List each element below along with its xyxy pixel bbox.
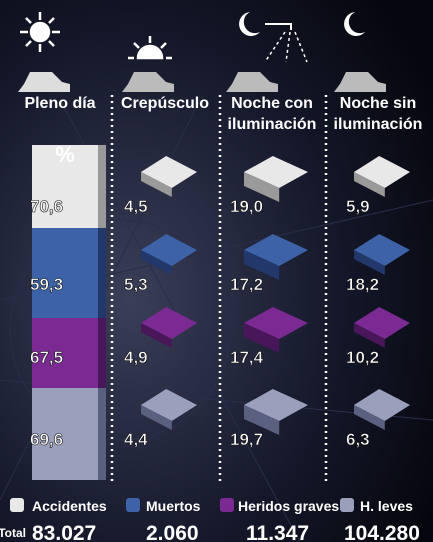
column-header: Crepúsculo xyxy=(121,95,209,112)
cell-value: 4,9 xyxy=(124,348,148,367)
cell-value: 59,3 xyxy=(30,275,63,294)
legend-swatch xyxy=(340,498,354,512)
stack-block-side xyxy=(98,318,106,388)
legend-swatch xyxy=(10,498,24,512)
cell-value: 70,6 xyxy=(30,197,63,216)
column-header: Noche con xyxy=(231,95,313,112)
total-value: 104.280 xyxy=(344,522,420,542)
legend-label: Accidentes xyxy=(32,498,107,514)
cell-value: 10,2 xyxy=(346,348,379,367)
total-value: 11.347 xyxy=(246,522,309,542)
cell-value: 17,4 xyxy=(230,348,264,367)
cell-value: 69,6 xyxy=(30,430,63,449)
cell-value: 5,9 xyxy=(346,197,370,216)
stack-block-side xyxy=(98,145,106,228)
column-header: Pleno día xyxy=(24,95,95,112)
total-value: 2.060 xyxy=(146,522,199,542)
cell-value: 4,4 xyxy=(124,430,148,449)
legend-swatch xyxy=(126,498,140,512)
legend-label: H. leves xyxy=(360,498,413,514)
cell-value: 5,3 xyxy=(124,275,148,294)
legend-label: Muertos xyxy=(146,498,201,514)
infographic: Pleno día Crepúsculo Noche con iluminación N… xyxy=(0,0,433,542)
cell-value: 4,5 xyxy=(124,197,148,216)
sun-icon xyxy=(20,12,60,52)
cell-value: 67,5 xyxy=(30,348,63,367)
stack-block-side xyxy=(98,388,106,480)
cell-value: 18,2 xyxy=(346,275,379,294)
column-header: Noche sin xyxy=(340,95,416,112)
column-header: iluminación xyxy=(228,116,317,133)
cell-value: 19,7 xyxy=(230,430,263,449)
stack-block-side xyxy=(98,228,106,318)
total-label: Total xyxy=(0,526,26,540)
cell-value: 6,3 xyxy=(346,430,370,449)
unit-label: % xyxy=(55,142,75,167)
total-value: 83.027 xyxy=(32,522,96,542)
cell-value: 19,0 xyxy=(230,197,263,216)
legend-label: Heridos graves xyxy=(238,498,339,514)
legend-swatch xyxy=(220,498,234,512)
stack-block xyxy=(32,228,98,318)
cell-value: 17,2 xyxy=(230,275,263,294)
column-header: iluminación xyxy=(334,116,423,133)
